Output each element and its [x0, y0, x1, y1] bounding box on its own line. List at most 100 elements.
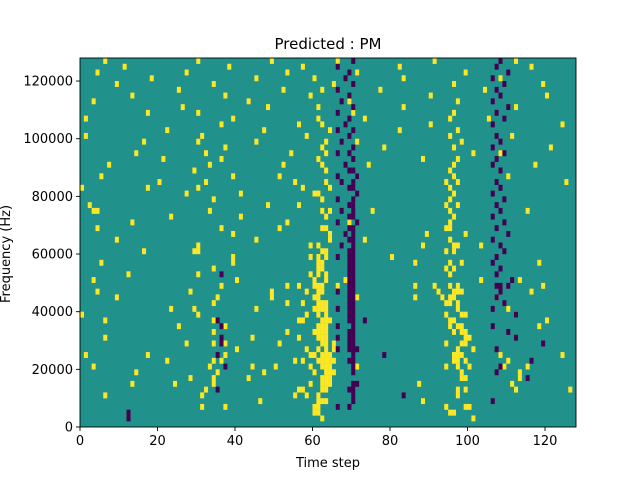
- heatmap-cell-high: [444, 300, 449, 307]
- y-tick-label: 40000: [32, 305, 73, 320]
- heatmap-cell-high: [448, 282, 453, 289]
- heatmap-cell-high: [91, 98, 96, 105]
- heatmap-cell-high: [219, 357, 224, 364]
- heatmap-cell-high: [293, 392, 298, 399]
- heatmap-cell-high: [452, 109, 457, 116]
- y-tick-label: 0: [65, 421, 73, 436]
- heatmap-cell-low: [347, 202, 352, 209]
- heatmap-cell-high: [459, 288, 464, 295]
- heatmap-cell-high: [444, 265, 449, 272]
- x-tick-label: 100: [455, 434, 480, 449]
- heatmap-cell-high: [324, 167, 329, 174]
- heatmap-cell-low: [335, 346, 340, 353]
- heatmap-cell-high: [316, 409, 321, 416]
- heatmap-cell-low: [502, 300, 507, 307]
- heatmap-cell-high: [130, 380, 135, 387]
- heatmap-cell-high: [134, 150, 139, 157]
- heatmap-cell-low: [351, 386, 356, 393]
- heatmap-cell-high: [316, 271, 321, 278]
- heatmap-cell-high: [455, 305, 460, 312]
- heatmap-cell-high: [165, 357, 170, 364]
- heatmap-cell-high: [413, 294, 418, 301]
- heatmap-cell-low: [351, 207, 356, 214]
- heatmap-cell-high: [207, 363, 212, 370]
- heatmap-cell-high: [455, 156, 460, 162]
- heatmap-cell-low: [494, 109, 499, 116]
- heatmap-cell-high: [316, 288, 321, 295]
- heatmap-cell-low: [347, 132, 352, 139]
- heatmap-cell-high: [448, 225, 453, 232]
- heatmap-cell-low: [351, 271, 356, 278]
- heatmap-cell-high: [246, 375, 251, 382]
- heatmap-cell-high: [269, 294, 274, 301]
- heatmap-cell-high: [145, 352, 150, 358]
- heatmap-cell-high: [130, 92, 135, 99]
- heatmap-cell-high: [316, 115, 321, 122]
- heatmap-cell-high: [320, 340, 325, 347]
- heatmap-cell-high: [452, 288, 457, 295]
- heatmap-cell-high: [498, 352, 503, 358]
- heatmap-cell-high: [83, 352, 88, 358]
- heatmap-cell-high: [238, 190, 243, 197]
- y-tick-label: 60000: [32, 248, 73, 263]
- heatmap-cell-high: [421, 242, 426, 249]
- heatmap-cell-high: [196, 248, 201, 255]
- heatmap-cell-high: [545, 92, 550, 99]
- heatmap-cell-low: [506, 69, 511, 76]
- heatmap-cell-high: [192, 167, 197, 174]
- heatmap-cell-low: [347, 357, 352, 364]
- heatmap-cell-high: [510, 132, 515, 139]
- heatmap-cell-high: [320, 317, 325, 324]
- heatmap-cell-high: [308, 254, 313, 260]
- heatmap-cell-high: [417, 380, 422, 387]
- heatmap-cell-high: [316, 305, 321, 312]
- heatmap-cell-high: [324, 386, 329, 393]
- heatmap-cell-high: [324, 179, 329, 185]
- heatmap-cell-high: [452, 81, 457, 87]
- heatmap-cell-low: [490, 213, 495, 220]
- y-tick-label: 20000: [32, 363, 73, 378]
- heatmap-cell-high: [320, 334, 325, 341]
- heatmap-cell-high: [448, 323, 453, 330]
- heatmap-cell-high: [231, 173, 236, 180]
- heatmap-cell-high: [142, 248, 147, 255]
- heatmap-cell-high: [235, 346, 240, 353]
- heatmap-cell-high: [308, 242, 313, 249]
- heatmap-cell-low: [351, 277, 356, 284]
- heatmap-cell-high: [204, 179, 209, 185]
- heatmap-cell-high: [219, 121, 224, 128]
- heatmap-cell-high: [455, 202, 460, 209]
- heatmap-cell-low: [343, 121, 348, 128]
- heatmap-cell-low: [498, 288, 503, 295]
- heatmap-cell-high: [211, 196, 216, 203]
- heatmap-cell-high: [262, 127, 267, 134]
- heatmap-cell-high: [300, 317, 305, 324]
- heatmap-cell-high: [211, 328, 216, 335]
- heatmap-cell-low: [343, 161, 348, 168]
- heatmap-cell-high: [211, 317, 216, 324]
- heatmap-cell-high: [219, 156, 224, 162]
- heatmap-cell-high: [459, 323, 464, 330]
- heatmap-cell-high: [223, 340, 228, 347]
- heatmap-cell-high: [196, 242, 201, 249]
- heatmap-cell-high: [355, 138, 360, 145]
- heatmap-cell-high: [300, 300, 305, 307]
- heatmap-cell-high: [227, 63, 232, 70]
- heatmap-cell-high: [169, 213, 174, 220]
- heatmap-cell-high: [432, 58, 437, 64]
- heatmap-cell-high: [188, 288, 193, 295]
- heatmap-cell-low: [339, 179, 344, 185]
- heatmap-cell-high: [297, 282, 302, 289]
- heatmap-cell-high: [324, 271, 329, 278]
- heatmap-cell-high: [467, 363, 472, 370]
- heatmap-cell-low: [347, 311, 352, 318]
- heatmap-cell-high: [324, 340, 329, 347]
- heatmap-cell-high: [304, 288, 309, 295]
- heatmap-cell-low: [351, 242, 356, 249]
- heatmap-cell-low: [347, 277, 352, 284]
- heatmap-cell-high: [80, 184, 85, 191]
- heatmap-cell-low: [347, 334, 352, 341]
- heatmap-cell-high: [320, 300, 325, 307]
- heatmap-cell-high: [514, 386, 519, 393]
- heatmap-cell-high: [463, 357, 468, 364]
